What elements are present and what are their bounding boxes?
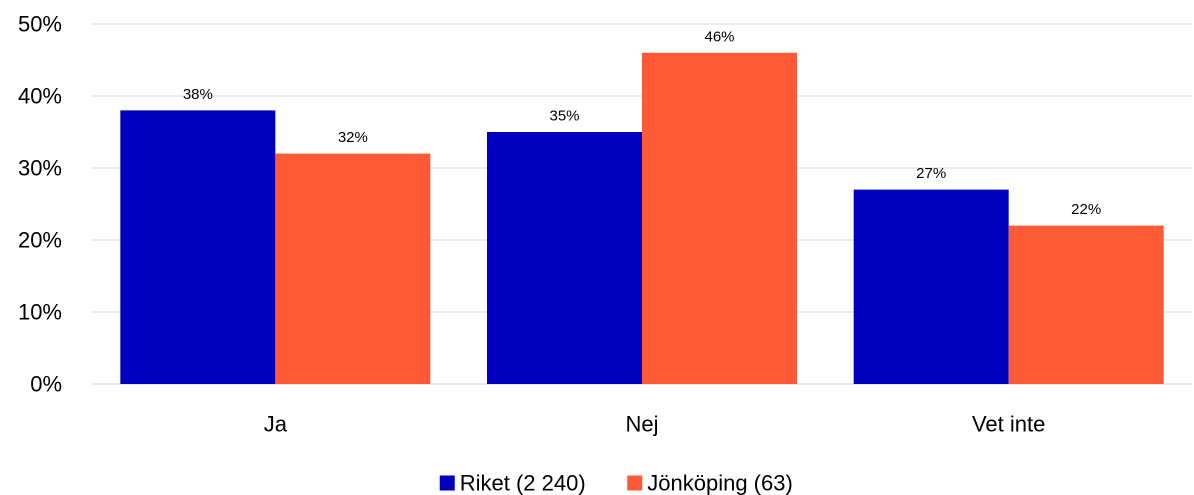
legend-label: Jönköping (63) (647, 471, 793, 495)
data-labels: 38% 32% 35% 46% 27% 22% (183, 28, 1101, 218)
bar-ja-series-1 (275, 153, 431, 384)
data-label: 22% (1071, 201, 1101, 218)
x-tick-label: Vet inte (972, 412, 1045, 437)
y-tick-label: 40% (18, 84, 62, 109)
y-tick-label: 20% (18, 228, 62, 253)
y-tick-label: 0% (30, 372, 62, 397)
bar-vet-inte-series-1 (1008, 225, 1164, 384)
y-tick-label: 10% (18, 300, 62, 325)
y-axis: 0% 10% 20% 30% 40% 50% (18, 12, 62, 397)
data-label: 27% (916, 165, 946, 182)
bar-vet-inte-series-0 (853, 189, 1009, 384)
legend: Riket (2 240) Jönköping (63) (439, 471, 793, 495)
x-tick-label: Nej (625, 412, 658, 437)
y-tick-label: 50% (18, 12, 62, 37)
legend-swatch (627, 475, 643, 491)
bar-ja-series-0 (120, 110, 276, 385)
data-label: 32% (338, 129, 368, 146)
y-tick-label: 30% (18, 156, 62, 181)
bar-nej-series-0 (487, 132, 642, 384)
data-label: 46% (704, 28, 734, 45)
data-label: 38% (183, 86, 213, 103)
bar-nej-series-1 (642, 52, 797, 385)
legend-label: Riket (2 240) (460, 471, 586, 495)
bars (120, 52, 1164, 385)
legend-swatch (439, 475, 455, 491)
data-label: 35% (549, 108, 579, 125)
x-tick-label: Ja (264, 412, 288, 437)
x-axis: Ja Nej Vet inte (264, 412, 1046, 437)
